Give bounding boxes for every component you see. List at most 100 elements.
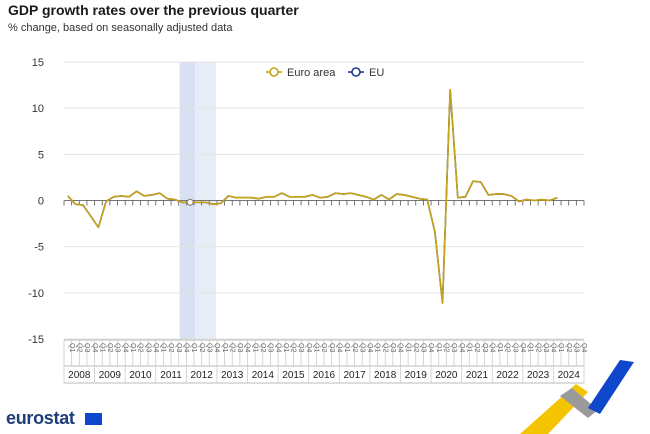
- year-tick-label: 2021: [466, 370, 489, 381]
- quarter-tick-label: Q2: [534, 343, 541, 352]
- quarter-tick-label: Q3: [144, 343, 151, 352]
- quarter-tick-label: Q3: [83, 343, 90, 352]
- quarter-tick-label: Q4: [244, 343, 251, 352]
- year-tick-label: 2018: [374, 370, 397, 381]
- quarter-tick-label: Q1: [404, 343, 411, 352]
- quarter-tick-label: Q3: [114, 343, 121, 352]
- quarter-tick-label: Q4: [397, 343, 404, 352]
- quarter-tick-label: Q2: [290, 343, 297, 352]
- year-tick-label: 2017: [343, 370, 366, 381]
- quarter-tick-label: Q2: [228, 343, 235, 352]
- quarter-tick-label: Q3: [267, 343, 274, 352]
- quarter-tick-label: Q1: [557, 343, 564, 352]
- quarter-tick-label: Q1: [527, 343, 534, 352]
- quarter-tick-label: Q2: [381, 343, 388, 352]
- quarter-tick-label: Q2: [565, 343, 572, 352]
- quarter-tick-label: Q2: [443, 343, 450, 352]
- quarter-tick-label: Q1: [129, 343, 136, 352]
- y-tick-label: 10: [32, 103, 44, 115]
- quarter-tick-label: Q1: [190, 343, 197, 352]
- quarter-tick-label: Q2: [137, 343, 144, 352]
- quarter-tick-label: Q1: [160, 343, 167, 352]
- quarter-tick-label: Q2: [167, 343, 174, 352]
- quarter-tick-label: Q1: [221, 343, 228, 352]
- year-tick-label: 2023: [527, 370, 550, 381]
- eurostat-logo: eurostat: [6, 408, 75, 428]
- quarter-tick-label: Q3: [297, 343, 304, 352]
- quarter-tick-label: Q4: [183, 343, 190, 352]
- year-tick-label: 2020: [435, 370, 458, 381]
- legend-marker: [269, 67, 279, 77]
- year-tick-label: 2015: [282, 370, 305, 381]
- quarter-tick-label: Q4: [458, 343, 465, 352]
- quarter-tick-label: Q4: [366, 343, 373, 352]
- y-tick-label: 5: [38, 149, 44, 161]
- legend-label[interactable]: Euro area: [287, 67, 336, 79]
- quarter-tick-label: Q3: [175, 343, 182, 352]
- year-tick-label: 2016: [313, 370, 336, 381]
- legend-label[interactable]: EU: [369, 67, 384, 79]
- quarter-tick-label: Q4: [488, 343, 495, 352]
- quarter-tick-label: Q3: [450, 343, 457, 352]
- quarter-tick-label: Q4: [152, 343, 159, 352]
- quarter-tick-label: Q3: [420, 343, 427, 352]
- quarter-tick-label: Q2: [473, 343, 480, 352]
- hover-point-marker[interactable]: [186, 198, 194, 206]
- quarter-tick-label: Q2: [75, 343, 82, 352]
- series-line-eu[interactable]: [67, 88, 558, 304]
- quarter-tick-label: Q1: [68, 343, 75, 352]
- quarter-tick-label: Q3: [573, 343, 580, 352]
- quarter-tick-label: Q2: [259, 343, 266, 352]
- y-tick-label: -15: [28, 334, 44, 346]
- quarter-tick-label: Q1: [98, 343, 105, 352]
- year-tick-label: 2011: [160, 370, 182, 381]
- year-tick-label: 2008: [68, 370, 91, 381]
- quarter-tick-label: Q1: [251, 343, 258, 352]
- quarter-tick-label: Q4: [121, 343, 128, 352]
- quarter-tick-label: Q4: [335, 343, 342, 352]
- quarter-tick-label: Q2: [504, 343, 511, 352]
- quarter-tick-label: Q3: [389, 343, 396, 352]
- chart-title: GDP growth rates over the previous quart…: [8, 2, 299, 18]
- year-tick-label: 2010: [129, 370, 152, 381]
- quarter-tick-label: Q4: [305, 343, 312, 352]
- quarter-tick-label: Q4: [274, 343, 281, 352]
- year-tick-label: 2013: [221, 370, 244, 381]
- quarter-tick-label: Q4: [580, 343, 587, 352]
- quarter-tick-label: Q3: [328, 343, 335, 352]
- quarter-tick-label: Q2: [320, 343, 327, 352]
- quarter-tick-label: Q3: [205, 343, 212, 352]
- year-tick-label: 2022: [496, 370, 519, 381]
- legend-marker: [351, 67, 361, 77]
- quarter-tick-label: Q2: [106, 343, 113, 352]
- year-tick-label: 2024: [558, 370, 581, 381]
- quarter-tick-label: Q3: [358, 343, 365, 352]
- decor-blue-stripe: [588, 360, 634, 414]
- quarter-tick-label: Q3: [542, 343, 549, 352]
- quarter-tick-label: Q4: [91, 343, 98, 352]
- quarter-tick-label: Q2: [412, 343, 419, 352]
- y-tick-label: 0: [38, 196, 44, 208]
- quarter-tick-label: Q2: [198, 343, 205, 352]
- year-tick-label: 2014: [252, 370, 275, 381]
- y-tick-label: 15: [32, 57, 44, 69]
- quarter-tick-label: Q3: [236, 343, 243, 352]
- quarter-tick-label: Q1: [435, 343, 442, 352]
- quarter-tick-label: Q1: [313, 343, 320, 352]
- chart-subtitle: % change, based on seasonally adjusted d…: [8, 22, 233, 34]
- quarter-tick-label: Q1: [496, 343, 503, 352]
- eu-flag-icon: [85, 413, 102, 425]
- quarter-tick-label: Q1: [343, 343, 350, 352]
- quarter-tick-label: Q3: [511, 343, 518, 352]
- quarter-tick-label: Q1: [282, 343, 289, 352]
- quarter-tick-label: Q4: [213, 343, 220, 352]
- series-line-euro-area[interactable]: [67, 88, 558, 304]
- quarter-tick-label: Q4: [550, 343, 557, 352]
- quarter-tick-label: Q4: [427, 343, 434, 352]
- y-tick-label: -5: [34, 242, 44, 254]
- quarter-tick-label: Q1: [374, 343, 381, 352]
- year-tick-label: 2009: [99, 370, 122, 381]
- year-tick-label: 2012: [191, 370, 214, 381]
- y-tick-label: -10: [28, 288, 44, 300]
